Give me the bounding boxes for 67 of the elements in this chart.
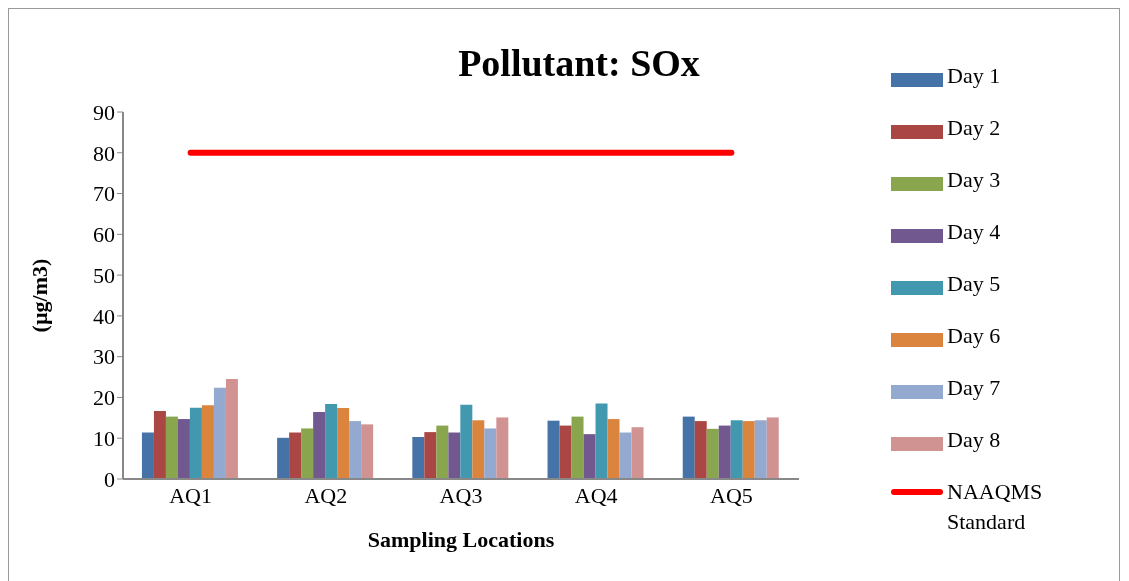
y-tick-label: 20 [93,385,115,411]
bar [694,421,707,479]
bar [754,420,767,479]
bar [436,425,449,479]
bar [165,416,178,479]
bar [460,404,473,479]
bar [559,425,572,479]
bar [730,420,743,479]
y-tick-label: 40 [93,303,115,329]
bar [189,407,202,479]
bar [484,428,497,479]
y-axis-title: (µg/m3) [26,258,52,333]
bar [301,428,314,479]
legend-label: Day 8 [947,426,1002,454]
legend-label: Day 2 [947,114,1002,142]
bar [571,416,584,479]
x-tick-label: AQ3 [439,482,483,508]
bar [313,412,326,479]
x-tick-label: AQ4 [574,482,618,508]
y-tick-label: 10 [93,426,115,452]
bar [349,421,362,479]
bar [448,432,461,479]
bar [718,425,731,479]
bar [595,403,608,479]
bar [607,419,620,479]
bar [141,432,154,479]
bar [201,405,214,479]
bar [225,379,238,479]
bar [289,432,302,479]
legend-label: Day 3 [947,166,1002,194]
y-tick-label: 0 [104,466,115,492]
bar [472,420,485,479]
bar [153,410,166,479]
bar [213,387,226,479]
y-tick-label: 70 [93,181,115,207]
legend-label: NAAQMS Standard [947,478,1044,536]
bar [496,417,509,479]
legend-label: Day 5 [947,270,1002,298]
y-tick-label: 60 [93,222,115,248]
bar [361,424,374,479]
bar [424,432,437,479]
bar [619,432,632,479]
bar [583,434,596,479]
legend-label: Day 6 [947,322,1002,350]
legend-label: Day 1 [947,62,1002,90]
x-tick-label: AQ2 [304,482,348,508]
chart-title: Pollutant: SOx [458,42,700,84]
y-tick-label: 30 [93,344,115,370]
bar [412,437,425,479]
bar [766,417,779,479]
bar [337,408,350,479]
bar [325,403,338,479]
legend-label: Day 4 [947,218,1002,246]
bar [742,421,755,479]
bar [631,427,644,479]
x-axis-title: Sampling Locations [367,527,555,552]
bar [706,428,719,479]
x-tick-label: AQ5 [710,482,753,508]
bar [547,420,560,479]
x-tick-label: AQ1 [169,482,212,508]
y-tick-label: 50 [93,262,115,288]
legend-label: Day 7 [947,374,1002,402]
y-tick-label: 80 [93,140,115,166]
bar [682,416,695,479]
bar [277,437,290,479]
y-tick-label: 90 [93,99,115,125]
bar [177,419,190,479]
